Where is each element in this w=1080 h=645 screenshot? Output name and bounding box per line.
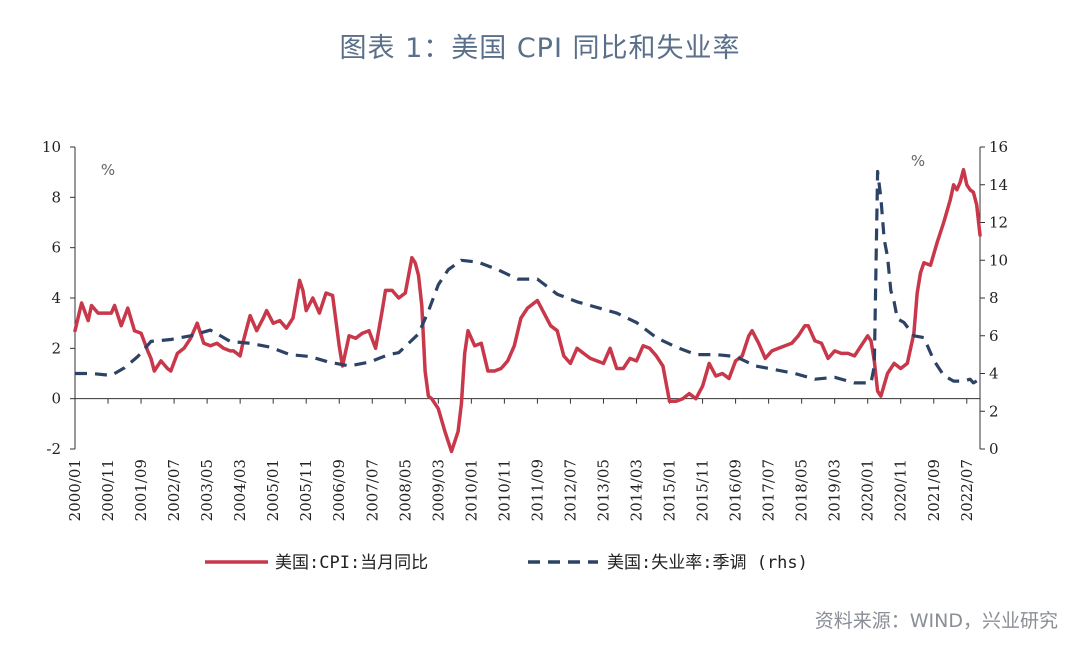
- y-left-tick-label: 0: [51, 390, 61, 408]
- y-right-tick-label: 16: [989, 138, 1008, 156]
- cpi-yoy-line: [73, 167, 982, 454]
- legend-label-unemployment: 美国:失业率:季调 (rhs): [607, 553, 808, 573]
- x-tick-label: 2015/01: [661, 459, 679, 521]
- y-right-tick-label: 2: [989, 402, 999, 420]
- y-left-tick-label: -2: [46, 440, 61, 458]
- chart-series-layer: [73, 167, 982, 454]
- x-tick-label: 2022/07: [958, 459, 976, 521]
- x-tick-label: 2012/07: [561, 459, 579, 521]
- x-tick-label: 2002/07: [165, 459, 183, 521]
- y-left-tick-label: 4: [51, 289, 61, 307]
- y-left-tick-label: 6: [51, 239, 61, 257]
- chart-title: 图表 1：美国 CPI 同比和失业率: [339, 33, 741, 64]
- x-tick-label: 2016/09: [727, 459, 745, 521]
- y-right-tick-label: 8: [989, 289, 999, 307]
- y-right-tick-label: 14: [989, 176, 1008, 194]
- x-tick-label: 2001/09: [132, 459, 150, 521]
- x-tick-label: 2000/11: [99, 459, 117, 521]
- y-right-tick-label: 0: [989, 440, 999, 458]
- x-tick-label: 2005/01: [264, 459, 282, 521]
- x-tick-label: 2006/09: [330, 459, 348, 521]
- x-tick-label: 2017/07: [760, 459, 778, 521]
- right-axis-unit: %: [911, 152, 925, 170]
- x-tick-label: 2011/09: [528, 459, 546, 521]
- y-left-tick-label: 2: [51, 339, 61, 357]
- x-tick-label: 2007/07: [363, 459, 381, 521]
- y-right-tick-label: 10: [989, 251, 1008, 269]
- legend-label-cpi: 美国:CPI:当月同比: [275, 553, 428, 573]
- y-left-tick-label: 10: [42, 138, 61, 156]
- x-tick-label: 2003/05: [198, 459, 216, 521]
- x-tick-label: 2014/03: [627, 459, 645, 521]
- chart-legend: 美国:CPI:当月同比 美国:失业率:季调 (rhs): [205, 553, 808, 573]
- x-tick-label: 2008/05: [396, 459, 414, 521]
- chart-canvas: -2 0 2 4 6 8 10 0 2 4 6 8 10 12 14 16 2000/01 2000/11 2001…: [42, 138, 1008, 573]
- x-tick-label: 2010/01: [462, 459, 480, 521]
- y-right-tick-label: 4: [989, 365, 999, 383]
- y-right-tick-label: 12: [989, 214, 1008, 232]
- x-tick-label: 2005/11: [297, 459, 315, 521]
- y-right-tick-label: 6: [989, 327, 999, 345]
- chart-axes: -2 0 2 4 6 8 10 0 2 4 6 8 10 12 14 16 2000/01 2000/11 2001…: [42, 138, 1008, 521]
- x-tick-label: 2021/09: [925, 459, 943, 521]
- left-axis-unit: %: [101, 161, 115, 179]
- x-tick-label: 2020/11: [892, 459, 910, 521]
- x-tick-label: 2010/11: [495, 459, 513, 521]
- unemployment-rate-line: [75, 169, 981, 385]
- x-tick-label: 2004/03: [231, 459, 249, 521]
- x-tick-label: 2020/01: [859, 459, 877, 521]
- x-tick-label: 2019/03: [826, 459, 844, 521]
- x-tick-label: 2013/05: [594, 459, 612, 521]
- x-tick-label: 2009/03: [429, 459, 447, 521]
- x-tick-label: 2018/05: [793, 459, 811, 521]
- y-left-tick-label: 8: [51, 188, 61, 206]
- x-tick-label: 2000/01: [66, 459, 84, 521]
- x-tick-label: 2015/11: [694, 459, 712, 521]
- source-note: 资料来源：WIND，兴业研究: [814, 610, 1058, 632]
